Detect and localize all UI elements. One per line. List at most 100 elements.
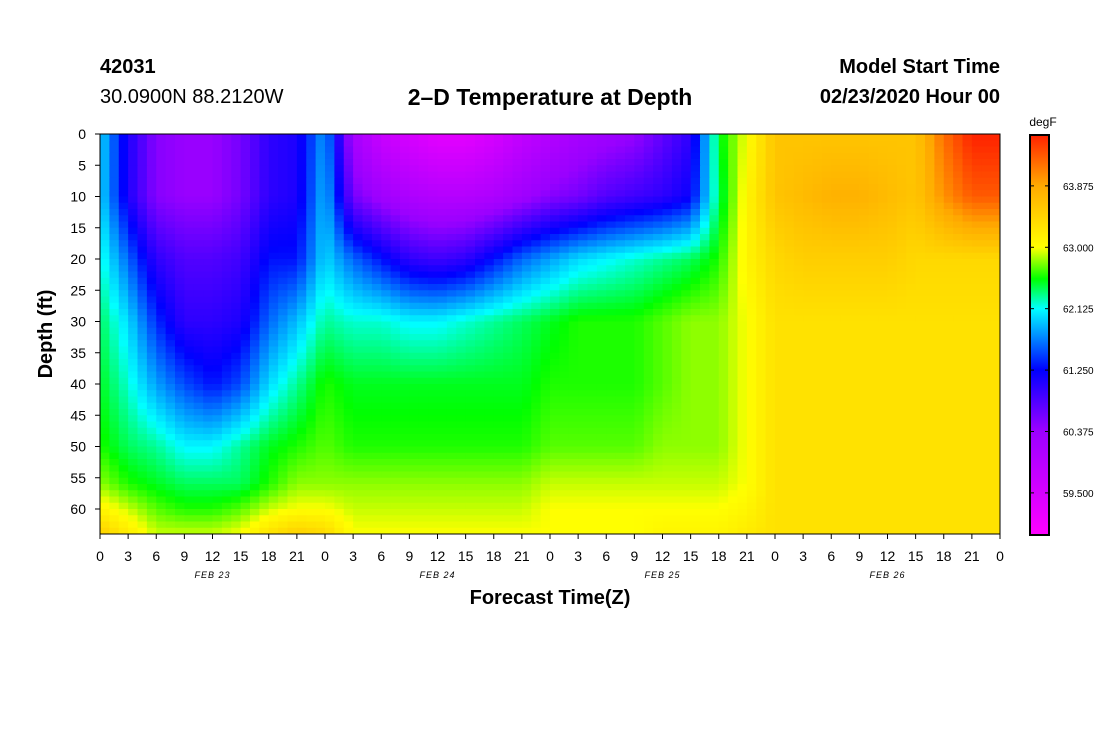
heatmap-cell — [756, 440, 767, 448]
heatmap-cell — [559, 390, 570, 398]
heatmap-cell — [221, 196, 232, 204]
heatmap-cell — [718, 290, 729, 298]
heatmap-cell — [531, 384, 542, 391]
heatmap-cell — [521, 134, 532, 141]
heatmap-cell — [400, 302, 410, 310]
heatmap-cell — [812, 277, 823, 285]
heatmap-cell — [165, 215, 176, 223]
heatmap-cell — [409, 152, 420, 160]
heatmap-cell — [896, 159, 907, 166]
heatmap-cell — [250, 384, 260, 391]
heatmap-cell — [193, 415, 204, 423]
heatmap-cell — [578, 234, 589, 241]
heatmap-cell — [840, 171, 851, 179]
heatmap-cell — [231, 390, 242, 398]
heatmap-cell — [812, 240, 823, 248]
heatmap-cell — [943, 309, 954, 316]
heatmap-cell — [184, 265, 195, 273]
heatmap-cell — [437, 452, 448, 460]
heatmap-cell — [559, 396, 570, 404]
heatmap-cell — [990, 259, 1000, 266]
heatmap-cell — [315, 140, 326, 148]
heatmap-cell — [381, 152, 392, 160]
heatmap-cell — [868, 165, 879, 173]
heatmap-cell — [728, 302, 739, 310]
heatmap-cell — [878, 152, 889, 160]
heatmap-cell — [700, 159, 710, 166]
heatmap-cell — [353, 327, 364, 335]
heatmap-cell — [512, 221, 523, 229]
heatmap-cell — [231, 177, 242, 185]
heatmap-cell — [915, 352, 926, 360]
heatmap-cell — [625, 434, 635, 441]
heatmap-cell — [568, 165, 579, 173]
heatmap-cell — [625, 359, 635, 366]
heatmap-cell — [212, 171, 223, 179]
heatmap-cell — [278, 321, 289, 329]
heatmap-cell — [578, 152, 589, 160]
heatmap-cell — [550, 402, 560, 410]
heatmap-cell — [859, 352, 870, 360]
heatmap-cell — [296, 327, 307, 335]
heatmap-cell — [587, 302, 598, 310]
heatmap-cell — [231, 446, 242, 454]
heatmap-cell — [943, 177, 954, 185]
heatmap-cell — [184, 140, 195, 148]
heatmap-cell — [606, 390, 617, 398]
heatmap-cell — [831, 246, 842, 254]
heatmap-cell — [428, 271, 439, 279]
heatmap-cell — [296, 234, 307, 241]
heatmap-cell — [334, 346, 345, 354]
heatmap-cell — [475, 134, 485, 141]
heatmap-cell — [512, 202, 523, 210]
heatmap-cell — [784, 227, 795, 235]
heatmap-cell — [287, 290, 298, 298]
heatmap-cell — [521, 359, 532, 366]
heatmap-cell — [559, 209, 570, 216]
heatmap-cell — [109, 165, 120, 173]
heatmap-cell — [175, 140, 185, 148]
heatmap-cell — [962, 134, 973, 141]
heatmap-cell — [878, 346, 889, 354]
heatmap-cell — [559, 296, 570, 304]
heatmap-cell — [653, 446, 664, 454]
heatmap-cell — [793, 421, 804, 429]
heatmap-cell — [371, 240, 382, 248]
heatmap-cell — [362, 140, 373, 148]
heatmap-cell — [278, 134, 289, 141]
heatmap-cell — [287, 296, 298, 304]
heatmap-cell — [578, 146, 589, 154]
heatmap-cell — [906, 171, 917, 179]
heatmap-cell — [156, 227, 167, 235]
heatmap-cell — [662, 234, 673, 241]
heatmap-cell — [559, 427, 570, 435]
heatmap-cell — [896, 321, 907, 329]
heatmap-cell — [493, 209, 504, 216]
heatmap-cell — [100, 190, 110, 198]
heatmap-cell — [137, 215, 148, 223]
heatmap-cell — [634, 171, 645, 179]
heatmap-cell — [484, 159, 495, 166]
heatmap-cell — [550, 409, 560, 416]
heatmap-cell — [503, 371, 514, 379]
heatmap-cell — [878, 234, 889, 241]
heatmap-cell — [484, 340, 495, 348]
heatmap-cell — [156, 352, 167, 360]
heatmap-cell — [212, 265, 223, 273]
heatmap-cell — [146, 309, 157, 316]
heatmap-cell — [334, 284, 345, 291]
heatmap-cell — [962, 384, 973, 391]
heatmap-cell — [775, 446, 785, 454]
heatmap-cell — [990, 359, 1000, 366]
heatmap-cell — [165, 277, 176, 285]
heatmap-cell — [381, 340, 392, 348]
heatmap-cell — [793, 346, 804, 354]
heatmap-cell — [812, 309, 823, 316]
heatmap-cell — [287, 265, 298, 273]
heatmap-cell — [409, 252, 420, 260]
heatmap-cell — [521, 184, 532, 191]
heatmap-cell — [878, 321, 889, 329]
heatmap-cell — [718, 402, 729, 410]
heatmap-cell — [165, 365, 176, 373]
heatmap-cell — [868, 377, 879, 385]
